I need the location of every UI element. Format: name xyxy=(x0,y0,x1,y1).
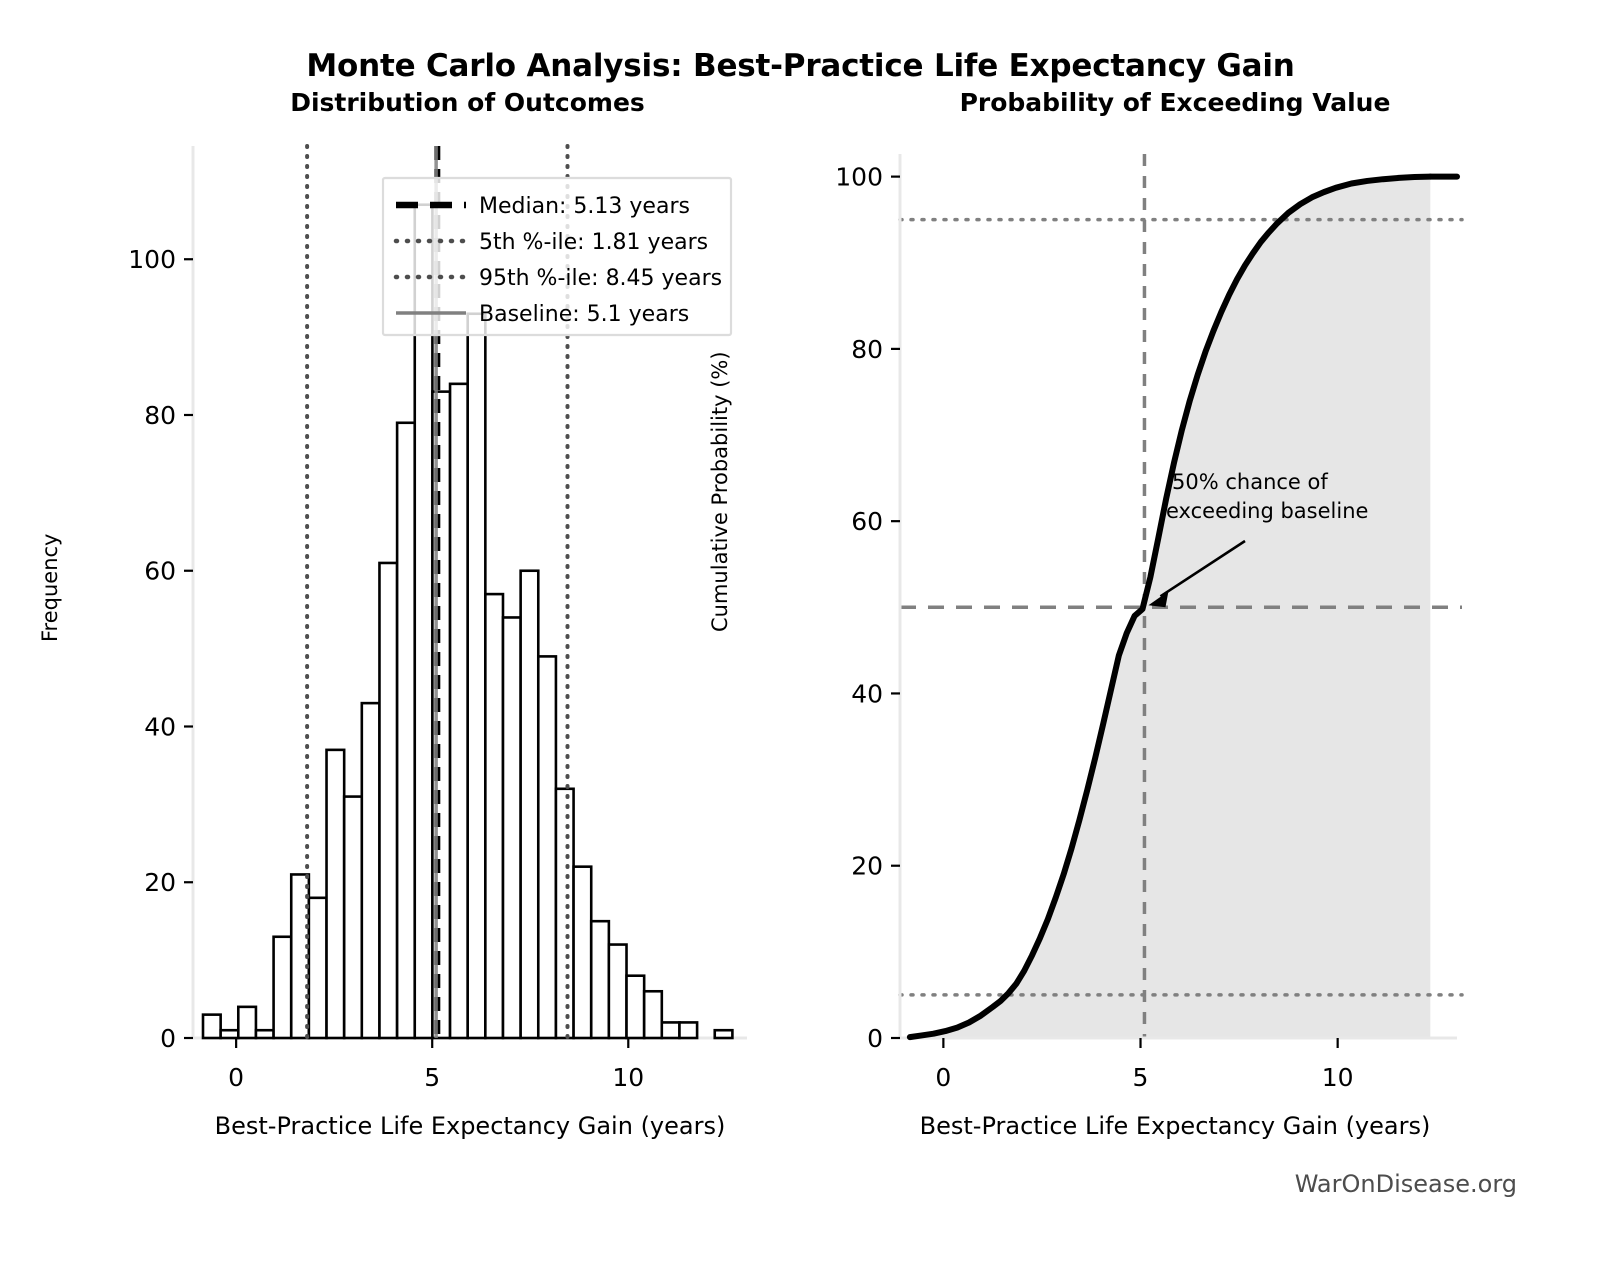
svg-text:40: 40 xyxy=(144,712,176,741)
right-panel-title: Probability of Exceeding Value xyxy=(959,88,1391,117)
left-panel-xaxis-label: Best-Practice Life Expectancy Gain (year… xyxy=(214,1112,726,1140)
svg-text:0: 0 xyxy=(867,1024,883,1053)
figure-suptitle: Monte Carlo Analysis: Best-Practice Life… xyxy=(306,48,1295,84)
svg-text:60: 60 xyxy=(851,507,883,536)
svg-text:5: 5 xyxy=(424,1063,440,1092)
footer-watermark: WarOnDisease.org xyxy=(1294,1170,1517,1198)
svg-text:20: 20 xyxy=(144,868,176,897)
cdf-reference-lines xyxy=(898,154,1464,1038)
left-panel-title: Distribution of Outcomes xyxy=(290,88,645,117)
svg-text:0: 0 xyxy=(228,1063,244,1092)
svg-text:95th %-ile: 8.45 years: 95th %-ile: 8.45 years xyxy=(479,266,722,291)
histogram-reference-lines xyxy=(305,144,570,1040)
histogram-bars xyxy=(201,203,734,1040)
legend-box[interactable]: Median: 5.13 years 5th %-ile: 1.81 years 9… xyxy=(381,176,733,337)
cdf-shaded-region xyxy=(909,176,1431,1039)
cdf-curve xyxy=(906,173,1460,1041)
left-tick-labels: 0 20 40 60 80 100 0 5 10 xyxy=(128,245,644,1092)
svg-text:10: 10 xyxy=(612,1063,644,1092)
svg-text:10: 10 xyxy=(1322,1063,1354,1092)
svg-text:5th %-ile: 1.81 years: 5th %-ile: 1.81 years xyxy=(479,230,708,255)
cdf-annotation: 50% chance of exceeding baseline xyxy=(1148,470,1368,608)
svg-text:100: 100 xyxy=(835,163,883,192)
left-axes xyxy=(184,146,747,1048)
svg-text:Baseline: 5.1 years: Baseline: 5.1 years xyxy=(479,302,689,327)
right-axes xyxy=(891,154,1457,1048)
svg-text:Median: 5.13 years: Median: 5.13 years xyxy=(479,194,690,219)
left-panel-yaxis-label: Frequency xyxy=(38,533,62,643)
svg-text:60: 60 xyxy=(144,557,176,586)
svg-text:5: 5 xyxy=(1133,1063,1149,1092)
svg-text:20: 20 xyxy=(851,852,883,881)
svg-text:80: 80 xyxy=(851,335,883,364)
svg-text:40: 40 xyxy=(851,679,883,708)
right-tick-labels: 0 20 40 60 80 100 0 5 10 xyxy=(835,163,1353,1092)
svg-text:50% chance of: 50% chance of xyxy=(1172,470,1328,494)
svg-text:80: 80 xyxy=(144,401,176,430)
svg-text:100: 100 xyxy=(128,245,176,274)
svg-text:0: 0 xyxy=(935,1063,951,1092)
svg-text:exceeding baseline: exceeding baseline xyxy=(1166,499,1368,523)
right-panel-yaxis-label: Cumulative Probability (%) xyxy=(708,351,732,632)
svg-text:0: 0 xyxy=(160,1024,176,1053)
right-panel-xaxis-label: Best-Practice Life Expectancy Gain (year… xyxy=(919,1112,1431,1140)
